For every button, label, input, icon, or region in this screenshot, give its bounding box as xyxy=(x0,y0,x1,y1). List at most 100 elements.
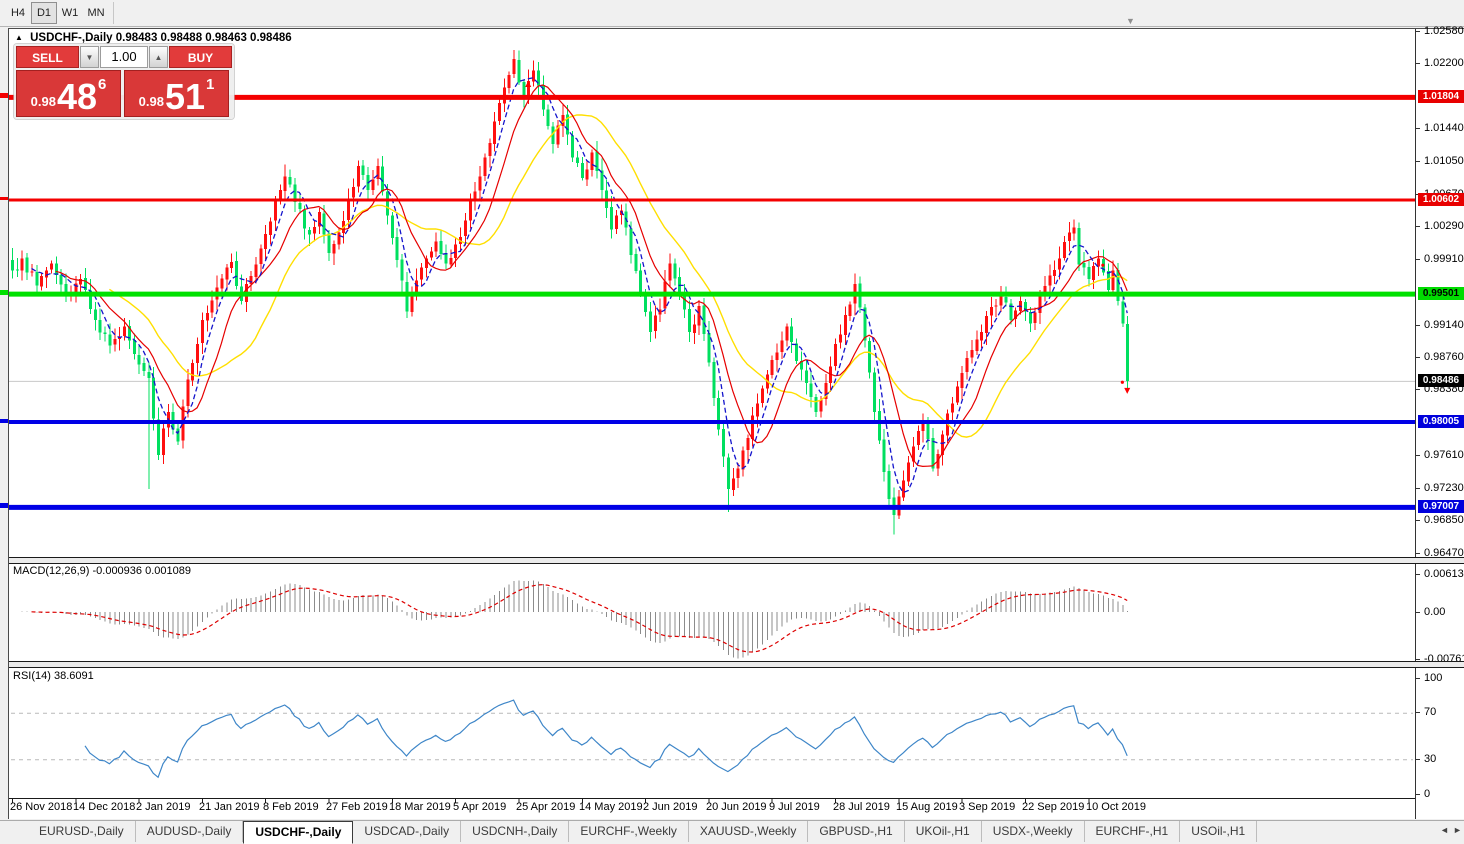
axis-tick xyxy=(1416,31,1420,32)
chart-tab-eurchf-h1[interactable]: EURCHF-,H1 xyxy=(1085,821,1181,842)
chart-shift-marker-icon[interactable]: ▼ xyxy=(1126,16,1135,26)
date-axis-label: 27 Feb 2019 xyxy=(326,801,388,813)
toolbar-separator xyxy=(113,2,114,24)
chart-tab-xauusd-weekly[interactable]: XAUUSD-,Weekly xyxy=(689,821,809,842)
axis-tick-label: 1.00290 xyxy=(1424,220,1464,232)
buy-price-pip: 1 xyxy=(206,76,215,93)
axis-tick xyxy=(1416,161,1420,162)
symbol-info-triangle-icon[interactable]: ▲ xyxy=(15,33,23,42)
rsi-value: 38.6091 xyxy=(53,670,94,682)
chart-tab-usoil-h1[interactable]: USOil-,H1 xyxy=(1180,821,1258,842)
axis-tick xyxy=(1416,488,1420,489)
chart-tab-audusd-daily[interactable]: AUDUSD-,Daily xyxy=(136,821,244,842)
buy-price-big: 51 xyxy=(164,76,205,118)
timeframe-button-mn[interactable]: MN xyxy=(87,7,105,19)
price-level-badge: 1.01804 xyxy=(1418,90,1464,103)
date-axis-label: 2 Jun 2019 xyxy=(643,801,698,813)
price-level-badge: 0.97007 xyxy=(1418,500,1464,513)
axis-tick-label: 30 xyxy=(1424,753,1437,765)
axis-tick xyxy=(1416,128,1420,129)
ma-fast-line xyxy=(31,77,1128,494)
axis-tick-label: 0 xyxy=(1424,788,1431,800)
axis-tick-label: 1.02200 xyxy=(1424,57,1464,69)
axis-tick-label: 0.97610 xyxy=(1424,449,1464,461)
pane-resize-handle[interactable] xyxy=(9,557,1464,564)
axis-tick xyxy=(1416,325,1420,326)
date-axis-label: 14 May 2019 xyxy=(579,801,643,813)
axis-tick xyxy=(1416,712,1420,713)
volume-input[interactable]: 1.00 xyxy=(100,46,148,68)
macd-values: -0.000936 0.001089 xyxy=(92,565,191,577)
ma-slow-line xyxy=(109,114,1128,438)
axis-tick xyxy=(1416,455,1420,456)
chart-tab-usdcad-daily[interactable]: USDCAD-,Daily xyxy=(353,821,462,842)
axis-tick-label: 0.96470 xyxy=(1424,547,1464,559)
date-axis-label: 22 Sep 2019 xyxy=(1022,801,1085,813)
one-click-trade-panel: SELL ▼ 1.00 ▲ BUY 0.98 48 6 0.98 51 1 xyxy=(14,44,234,119)
date-axis-label: 26 Nov 2018 xyxy=(10,801,73,813)
ma-mid-line xyxy=(55,84,1128,468)
axis-tick xyxy=(1416,794,1420,795)
chart-canvas[interactable] xyxy=(9,29,1415,819)
chart-tab-gbpusd-h1[interactable]: GBPUSD-,H1 xyxy=(808,821,905,842)
volume-decrease-button[interactable]: ▼ xyxy=(80,46,99,68)
sell-price-pip: 6 xyxy=(98,76,107,93)
macd-signal-line xyxy=(31,584,1128,653)
date-axis-label: 10 Oct 2019 xyxy=(1086,801,1146,813)
macd-indicator-label: MACD(12,26,9) -0.000936 0.001089 xyxy=(13,565,191,577)
tabs-scroll-right-icon[interactable]: ► xyxy=(1453,825,1462,835)
arrow-down-marker xyxy=(1124,387,1131,394)
chart-tab-eurchf-weekly[interactable]: EURCHF-,Weekly xyxy=(569,821,689,842)
date-axis-label: 5 Apr 2019 xyxy=(453,801,507,813)
timeframe-button-d1[interactable]: D1 xyxy=(31,2,57,24)
date-axis-label: 21 Jan 2019 xyxy=(199,801,260,813)
date-axis-label: 28 Jul 2019 xyxy=(833,801,890,813)
axis-tick-label: 70 xyxy=(1424,706,1437,718)
chart-title: ▲ USDCHF-,Daily 0.98483 0.98488 0.98463 … xyxy=(15,32,292,44)
axis-tick xyxy=(1416,678,1420,679)
date-axis-label: 25 Apr 2019 xyxy=(516,801,576,813)
axis-tick xyxy=(1416,574,1420,575)
pane-resize-handle[interactable] xyxy=(9,661,1464,668)
chart-tab-usdchf-daily[interactable]: USDCHF-,Daily xyxy=(243,821,354,844)
chart-ohlc-values: 0.98483 0.98488 0.98463 0.98486 xyxy=(115,32,292,44)
date-axis-label: 3 Sep 2019 xyxy=(959,801,1016,813)
chart-symbol-period: USDCHF-,Daily xyxy=(30,32,113,44)
axis-tick xyxy=(1416,357,1420,358)
volume-increase-button[interactable]: ▲ xyxy=(149,46,168,68)
axis-tick xyxy=(1416,659,1420,660)
axis-tick-label: 1.01050 xyxy=(1424,155,1464,167)
buy-price-base: 0.98 xyxy=(138,94,164,109)
chart-tab-bar: EURUSD-,Daily AUDUSD-,Daily USDCHF-,Daily U… xyxy=(0,820,1464,844)
rsi-indicator-label: RSI(14) 38.6091 xyxy=(13,670,94,682)
axis-tick-label: 0.98760 xyxy=(1424,351,1464,363)
date-axis-label: 9 Jul 2019 xyxy=(769,801,820,813)
date-axis-label: 14 Dec 2018 xyxy=(73,801,136,813)
buy-price-display[interactable]: 0.98 51 1 xyxy=(124,70,229,117)
axis-tick-label: 1.01440 xyxy=(1424,122,1464,134)
sell-button[interactable]: SELL xyxy=(16,46,79,68)
axis-tick-label: 0.00 xyxy=(1424,606,1446,618)
price-level-badge: 1.00602 xyxy=(1418,193,1464,206)
chart-tab-eurusd-daily[interactable]: EURUSD-,Daily xyxy=(28,821,136,842)
chart-tab-ukoil-h1[interactable]: UKOil-,H1 xyxy=(905,821,982,842)
axis-tick-label: 1.02580 xyxy=(1424,25,1464,37)
chart-tab-usdcnh-daily[interactable]: USDCNH-,Daily xyxy=(461,821,570,842)
tabs-scroll-left-icon[interactable]: ◄ xyxy=(1440,825,1449,835)
price-line-edge-stub xyxy=(0,290,8,295)
price-line-edge-stub xyxy=(0,503,8,508)
timeframe-button-h4[interactable]: H4 xyxy=(10,7,26,19)
date-axis-label: 18 Mar 2019 xyxy=(389,801,451,813)
axis-tick xyxy=(1416,520,1420,521)
arrow-up-marker xyxy=(525,80,532,87)
axis-tick-label: 0.99910 xyxy=(1424,253,1464,265)
axis-tick-label: 0.99140 xyxy=(1424,319,1464,331)
price-level-badge: 0.98005 xyxy=(1418,415,1464,428)
timeframe-button-w1[interactable]: W1 xyxy=(61,7,79,19)
sell-price-display[interactable]: 0.98 48 6 xyxy=(16,70,121,117)
price-level-badge: 0.98486 xyxy=(1418,374,1464,387)
buy-button[interactable]: BUY xyxy=(169,46,232,68)
chart-tab-usdx-weekly[interactable]: USDX-,Weekly xyxy=(982,821,1085,842)
sell-price-base: 0.98 xyxy=(30,94,56,109)
price-axis: 1.025801.022001.014401.010501.006701.002… xyxy=(1415,25,1464,819)
